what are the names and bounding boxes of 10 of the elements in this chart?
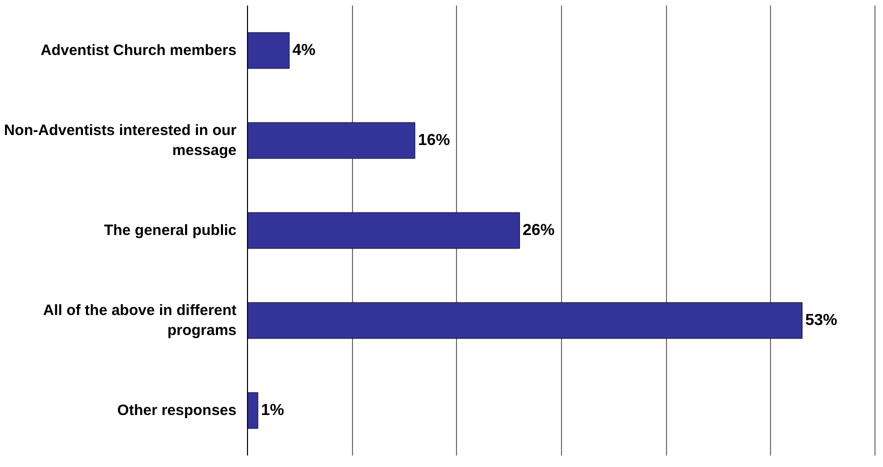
data-label: 16%: [418, 132, 450, 149]
y-tick-label: Other responses: [117, 402, 237, 419]
y-tick-label: Adventist Church members: [40, 42, 237, 59]
data-label: 26%: [522, 222, 555, 239]
data-label: 1%: [260, 402, 284, 419]
data-label: 4%: [292, 42, 316, 59]
y-tick-label: The general public: [104, 222, 237, 239]
data-label: 53%: [805, 312, 838, 329]
y-tick-label: All of the above in different programs: [43, 302, 237, 340]
y-tick-label: Non-Adventists interested in our message: [4, 122, 237, 160]
